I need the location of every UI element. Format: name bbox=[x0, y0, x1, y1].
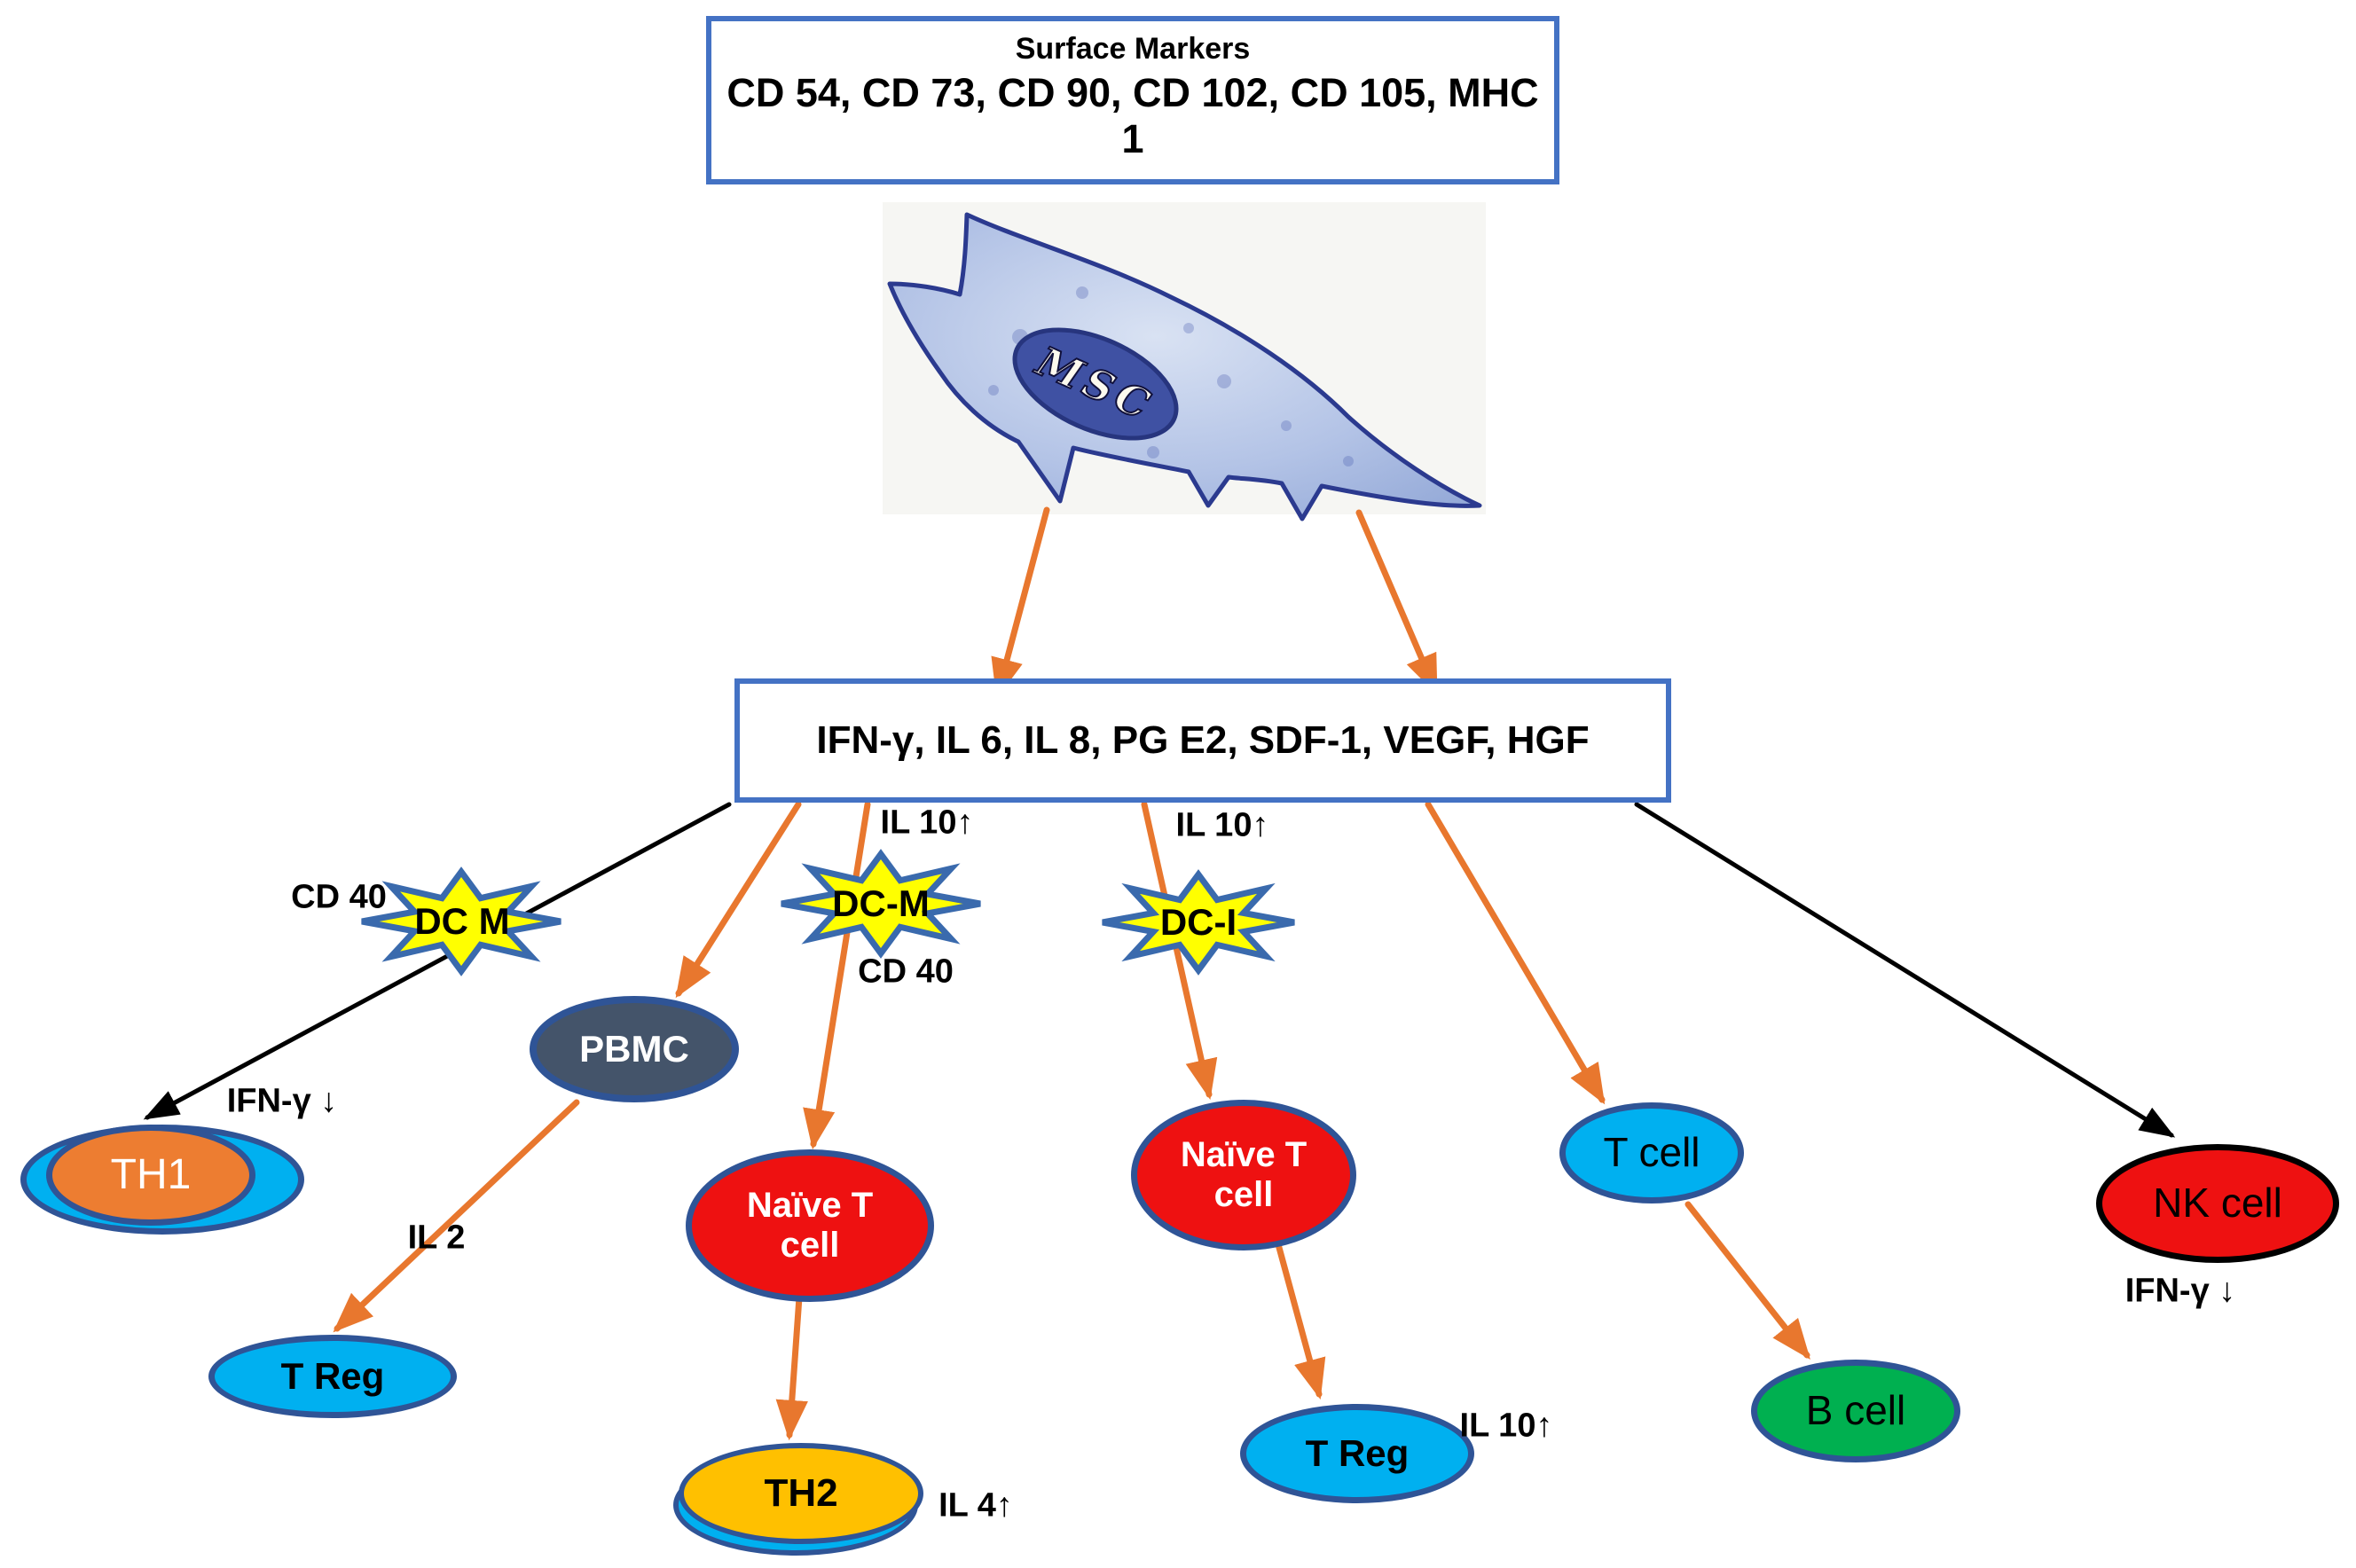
arrow-msc-to-factors-right bbox=[1355, 509, 1439, 695]
msc-cell-drawing: MSC bbox=[887, 212, 1482, 521]
label-cd40-dcm: CD 40 bbox=[858, 953, 954, 991]
starburst-dc-i bbox=[1102, 869, 1295, 976]
naive-t-cell-left: Naïve T cell bbox=[686, 1149, 934, 1302]
label-il10-up-treg: IL 10↑ bbox=[1459, 1407, 1553, 1445]
arrow-t-cell-to-b-cell bbox=[1685, 1201, 1810, 1360]
starburst-dc-m-mid bbox=[781, 849, 981, 959]
surface-markers-box: Surface Markers CD 54, CD 73, CD 90, CD … bbox=[706, 16, 1559, 184]
surface-markers-list: CD 54, CD 73, CD 90, CD 102, CD 105, MHC… bbox=[726, 70, 1539, 161]
arrow-factors-to-th1 bbox=[143, 802, 732, 1120]
arrow-msc-to-factors-left bbox=[991, 506, 1050, 700]
t-reg-cell-right: T Reg bbox=[1240, 1404, 1474, 1503]
label-ifn-gamma-down-nk: IFN-γ ↓ bbox=[2124, 1272, 2236, 1310]
starburst-label-dc-i: DC-I bbox=[1159, 901, 1237, 943]
starburst-label-dc-m-left: DC M bbox=[414, 900, 510, 942]
surface-markers-title: Surface Markers bbox=[1015, 32, 1251, 66]
th1-cell: TH1 bbox=[46, 1125, 255, 1226]
label-il4-up: IL 4↑ bbox=[938, 1486, 1013, 1525]
arrow-factors-to-naive-t2 bbox=[1141, 801, 1218, 1101]
starburst-dc-m-left bbox=[361, 866, 562, 976]
arrow-naive-t2-to-treg2 bbox=[1272, 1231, 1326, 1400]
arrow-factors-to-naive-t1 bbox=[803, 801, 871, 1150]
arrow-pbmc-to-treg1 bbox=[333, 1099, 580, 1333]
arrow-factors-to-nk-cell bbox=[1634, 802, 2176, 1138]
label-il10-dci: IL 10↑ bbox=[1175, 806, 1269, 844]
starburst-label-dc-m-mid: DC-M bbox=[832, 882, 930, 924]
t-cell: T cell bbox=[1559, 1102, 1744, 1203]
label-ifn-gamma-down-th1: IFN-γ ↓ bbox=[226, 1082, 338, 1120]
arrow-factors-to-pbmc bbox=[675, 801, 802, 999]
msc-cell-texture bbox=[988, 286, 1354, 466]
b-cell: B cell bbox=[1751, 1360, 1960, 1462]
nk-cell: NK cell bbox=[2096, 1144, 2339, 1263]
pbmc-cell: PBMC bbox=[530, 996, 739, 1102]
msc-cell-body bbox=[887, 212, 1482, 521]
t-reg-cell-left: T Reg bbox=[208, 1335, 457, 1418]
msc-nucleus bbox=[1012, 327, 1179, 441]
label-cd40-left: CD 40 bbox=[291, 878, 387, 916]
secreted-factors-box: IFN-γ, IL 6, IL 8, PG E2, SDF-1, VEGF, H… bbox=[734, 678, 1671, 803]
label-il10-dcm: IL 10↑ bbox=[880, 804, 974, 842]
naive-t-cell-right: Naïve T cell bbox=[1131, 1100, 1356, 1250]
label-il2: IL 2 bbox=[407, 1219, 466, 1257]
secreted-factors-list: IFN-γ, IL 6, IL 8, PG E2, SDF-1, VEGF, H… bbox=[816, 718, 1590, 762]
arrow-naive-t1-to-th2 bbox=[775, 1294, 808, 1441]
arrow-factors-to-t-cell bbox=[1425, 801, 1606, 1105]
th2-cell: TH2 bbox=[679, 1443, 923, 1544]
